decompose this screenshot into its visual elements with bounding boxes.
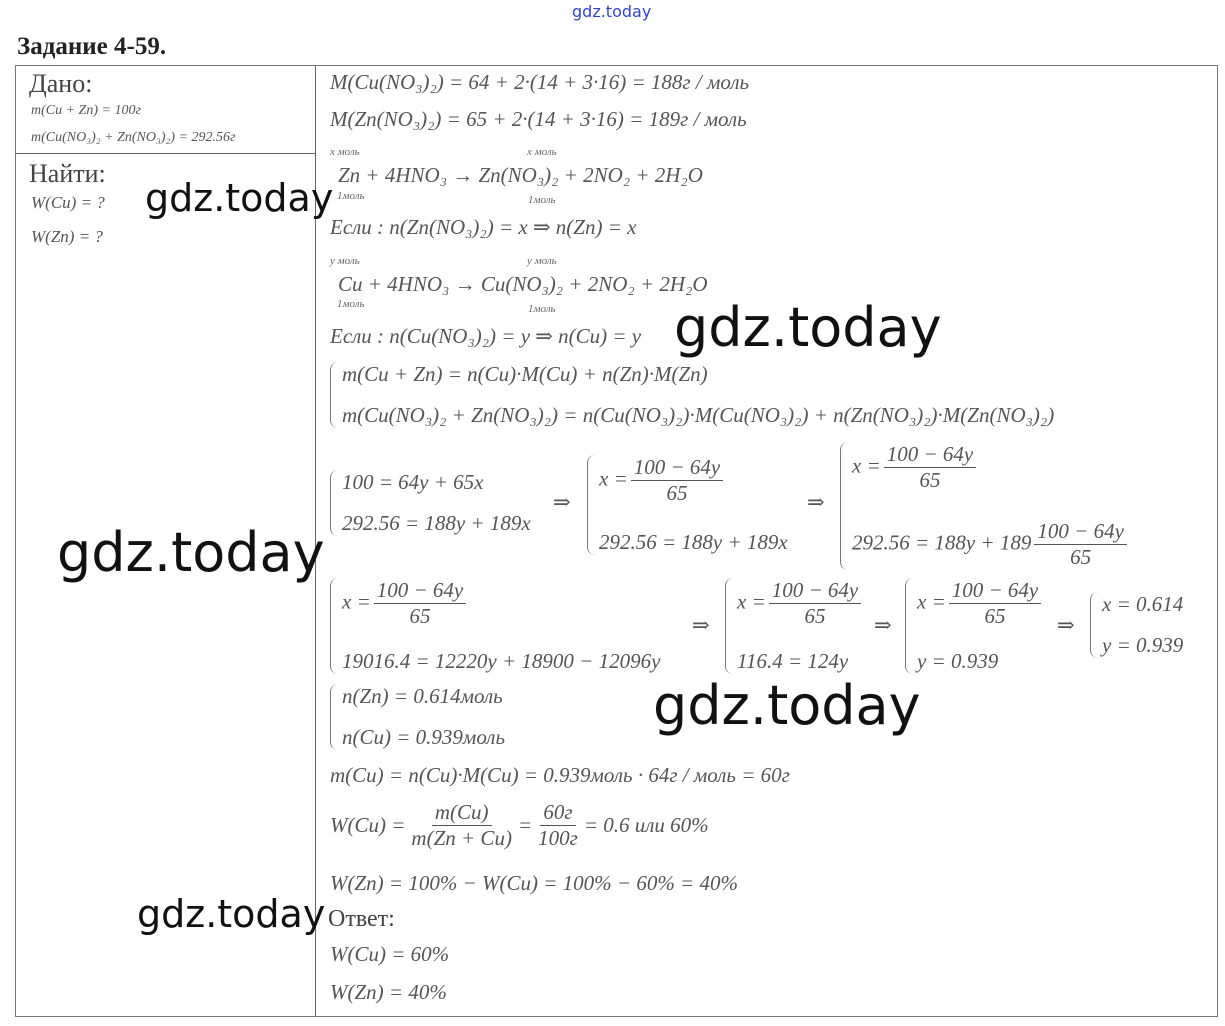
find-line: W(Zn) = ? [31, 227, 103, 246]
annotation: x моль [527, 146, 557, 158]
numerator: m(Cu) [431, 800, 492, 826]
equation: 116.4 = 124y [737, 649, 849, 673]
system-c: x = 100 − 64y 65 292.56 = 188y + 189x [587, 455, 788, 555]
equation: y = 0.939 [1102, 633, 1184, 657]
equation: W(Cu) = [330, 813, 406, 837]
equation: x = [737, 589, 766, 614]
task-title: Задание 4-59. [17, 33, 167, 60]
equation: n(Zn) = 0.614моль [342, 684, 503, 708]
denominator: 100г [538, 826, 578, 850]
given-line: m(Cu(NO₃)₂ + Zn(NO₃)₂) = 292.56г [31, 130, 236, 145]
system-result: x = 0.614 y = 0.939 [1090, 592, 1183, 658]
reaction-zn: Zn + 4HNO₃ → Zn(NO₃)₂ + 2NO₂ + 2H₂O [338, 163, 703, 187]
system-d: x = 100 − 64y 65 292.56 = 188y + 189 100 − 6… [840, 442, 1130, 570]
answer-line: W(Zn) = 40% [330, 980, 447, 1004]
annotation: y моль [330, 255, 360, 267]
implies-arrow: ⇒ [874, 613, 892, 637]
equation: x = [917, 589, 946, 614]
numerator: 100 − 64y [948, 578, 1042, 604]
equation: m(Cu + Zn) = n(Cu)·M(Cu) + n(Zn)·M(Zn) [342, 362, 708, 386]
implies-arrow: ⇒ [553, 490, 571, 514]
system-moles: n(Zn) = 0.614моль n(Cu) = 0.939моль [330, 684, 505, 750]
denominator: 65 [666, 481, 688, 505]
find-line: W(Cu) = ? [31, 193, 105, 212]
watermark: gdz.today [674, 296, 942, 359]
equation: x = [599, 466, 628, 491]
equation: y = 0.939 [917, 649, 999, 673]
system-f: x = 100 − 64y 65 116.4 = 124y [725, 578, 864, 674]
annotation: 1моль [337, 190, 365, 202]
fraction-zn: W(Zn) = 100% − W(Cu) = 100% − 60% = 40% [330, 871, 738, 895]
numerator: 100 − 64y [883, 442, 977, 468]
watermark: gdz.today [145, 176, 334, 220]
equation: 292.56 = 188y + 189 [852, 530, 1032, 555]
column-divider [315, 65, 316, 1016]
if-zn: Если : n(Zn(NO₃)₂) = x ⇒ n(Zn) = x [330, 215, 637, 239]
numerator: 100 − 64y [373, 578, 467, 604]
denominator: 65 [804, 604, 826, 628]
equation: = 0.6 или 60% [583, 813, 709, 837]
answer-line: W(Cu) = 60% [330, 942, 450, 966]
equation: 19016.4 = 12220y + 18900 − 12096y [342, 649, 661, 673]
fraction-cu: W(Cu) = m(Cu) m(Zn + Cu) = 60г 100г = 0.6 … [330, 800, 709, 851]
annotation: x моль [330, 146, 360, 158]
equation: 292.56 = 188y + 189x [599, 530, 788, 554]
denominator: m(Zn + Cu) [411, 826, 512, 850]
system-b: 100 = 64y + 65x 292.56 = 188y + 189x [330, 470, 531, 536]
denominator: 65 [1070, 545, 1092, 569]
watermark-top: gdz.today [572, 2, 652, 21]
system-masses: m(Cu + Zn) = n(Cu)·M(Cu) + n(Zn)·M(Zn) m(… [330, 362, 1054, 428]
implies-arrow: ⇒ [692, 613, 710, 637]
watermark: gdz.today [57, 521, 325, 584]
annotation: 1моль [528, 194, 556, 206]
equation: x = [342, 589, 371, 614]
answer-label: Ответ: [328, 906, 395, 932]
denominator: 65 [984, 604, 1006, 628]
numerator: 60г [540, 800, 576, 826]
annotation: 1моль [528, 303, 556, 315]
numerator: 100 − 64y [630, 455, 724, 481]
numerator: 100 − 64y [768, 578, 862, 604]
denominator: 65 [409, 604, 431, 628]
annotation: 1моль [337, 298, 365, 310]
watermark: gdz.today [653, 674, 921, 737]
equation: x = [852, 453, 881, 478]
given-label: Дано: [29, 69, 93, 98]
implies-arrow: ⇒ [1057, 613, 1075, 637]
equation: m(Cu(NO₃)₂ + Zn(NO₃)₂) = n(Cu(NO₃)₂)·M(C… [342, 403, 1055, 427]
implies-arrow: ⇒ [807, 490, 825, 514]
watermark: gdz.today [137, 892, 326, 936]
find-label: Найти: [29, 159, 106, 188]
mass-cu: m(Cu) = n(Cu)·M(Cu) = 0.939моль · 64г / … [330, 763, 790, 787]
denominator: 65 [919, 468, 941, 492]
equation: x = 0.614 [1102, 592, 1184, 616]
solution-table [15, 65, 1218, 1017]
molar-mass-cu: M(Cu(NO₃)₂) = 64 + 2·(14 + 3·16) = 188г … [330, 70, 750, 94]
equation: = [517, 813, 533, 837]
equation: 292.56 = 188y + 189x [342, 511, 531, 535]
reaction-cu: Cu + 4HNO₃ → Cu(NO₃)₂ + 2NO₂ + 2H₂O [338, 272, 708, 296]
equation: n(Cu) = 0.939моль [342, 725, 506, 749]
given-line: m(Cu + Zn) = 100г [31, 103, 141, 118]
numerator: 100 − 64y [1034, 519, 1127, 545]
molar-mass-zn: M(Zn(NO₃)₂) = 65 + 2·(14 + 3·16) = 189г … [330, 107, 747, 131]
system-e: x = 100 − 64y 65 19016.4 = 12220y + 18900 −… [330, 578, 660, 674]
given-divider [15, 153, 315, 154]
annotation: y моль [527, 255, 557, 267]
system-g: x = 100 − 64y 65 y = 0.939 [905, 578, 1044, 674]
if-cu: Если : n(Cu(NO₃)₂) = y ⇒ n(Cu) = y [330, 324, 642, 348]
equation: 100 = 64y + 65x [342, 470, 484, 494]
